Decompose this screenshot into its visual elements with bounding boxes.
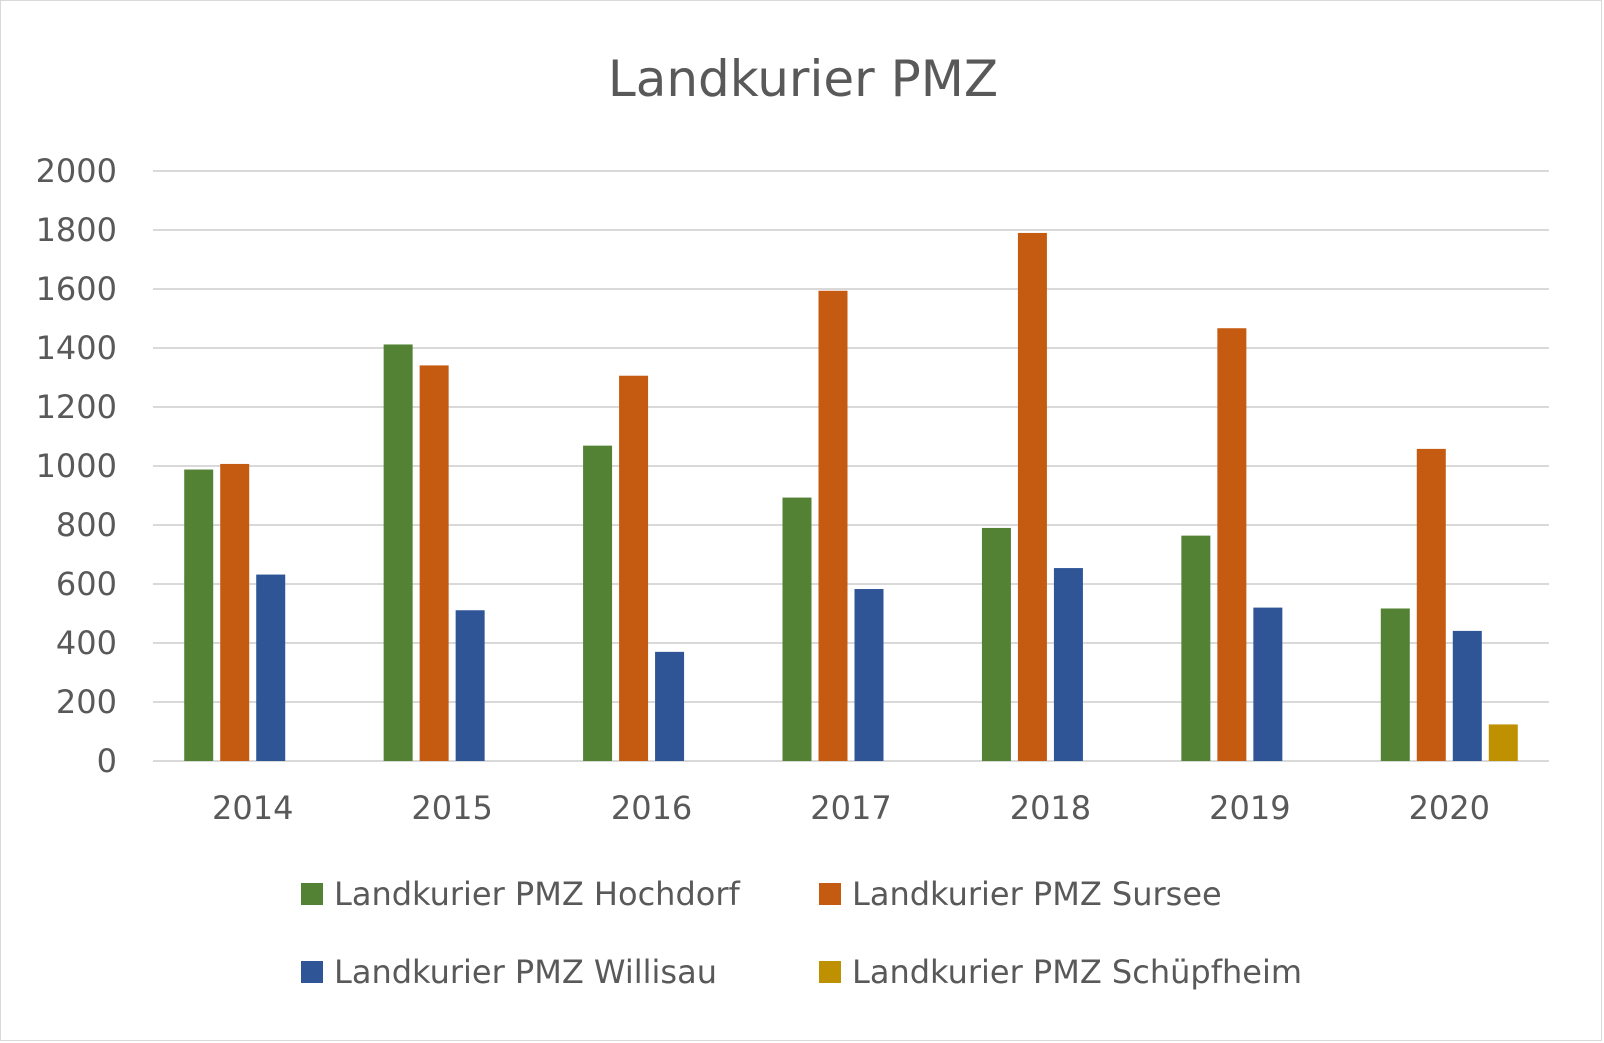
x-axis-ticks: 2014 2015 2016 2017 2018 2019 2020 — [212, 789, 1490, 827]
y-tick-label: 1600 — [36, 270, 117, 308]
bars — [184, 232, 1518, 761]
x-tick-label: 2020 — [1409, 789, 1490, 827]
bar-landkurier-pmz-willisau-2016 — [655, 651, 685, 761]
y-tick-label: 800 — [56, 506, 117, 544]
legend-swatch — [301, 883, 323, 905]
x-tick-label: 2014 — [212, 789, 293, 827]
x-tick-label: 2015 — [411, 789, 492, 827]
x-tick-label: 2019 — [1209, 789, 1290, 827]
bar-landkurier-pmz-willisau-2015 — [455, 610, 485, 761]
bar-landkurier-pmz-hochdorf-2016 — [583, 445, 613, 761]
bar-landkurier-pmz-willisau-2018 — [1053, 568, 1083, 761]
bar-landkurier-pmz-schüpfheim-2020 — [1488, 724, 1518, 761]
bar-landkurier-pmz-sursee-2014 — [220, 463, 250, 761]
legend-swatch — [819, 883, 841, 905]
bar-landkurier-pmz-willisau-2020 — [1452, 630, 1482, 761]
y-tick-label: 0 — [97, 742, 117, 780]
bar-landkurier-pmz-hochdorf-2014 — [184, 469, 214, 761]
bar-landkurier-pmz-willisau-2017 — [854, 589, 884, 761]
bar-landkurier-pmz-willisau-2019 — [1253, 607, 1283, 761]
y-tick-label: 2000 — [36, 152, 117, 190]
y-tick-label: 1800 — [36, 211, 117, 249]
bar-landkurier-pmz-sursee-2015 — [419, 365, 449, 761]
y-tick-label: 1400 — [36, 329, 117, 367]
x-tick-label: 2016 — [611, 789, 692, 827]
x-tick-label: 2018 — [1010, 789, 1091, 827]
legend-label: Landkurier PMZ Schüpfheim — [852, 953, 1302, 991]
y-tick-label: 1000 — [36, 447, 117, 485]
legend-swatch — [301, 961, 323, 983]
gridlines — [153, 170, 1549, 762]
bar-landkurier-pmz-hochdorf-2020 — [1380, 608, 1410, 761]
legend-label: Landkurier PMZ Willisau — [334, 953, 717, 991]
bar-landkurier-pmz-hochdorf-2015 — [383, 344, 413, 761]
bar-landkurier-pmz-sursee-2018 — [1017, 232, 1047, 761]
bar-landkurier-pmz-hochdorf-2017 — [782, 497, 812, 761]
y-tick-label: 600 — [56, 565, 117, 603]
y-tick-label: 200 — [56, 683, 117, 721]
legend-swatch — [819, 961, 841, 983]
legend-label: Landkurier PMZ Sursee — [852, 875, 1222, 913]
bar-landkurier-pmz-sursee-2020 — [1416, 448, 1446, 761]
bar-landkurier-pmz-sursee-2019 — [1217, 328, 1247, 761]
bar-landkurier-pmz-sursee-2016 — [619, 375, 649, 761]
bar-landkurier-pmz-willisau-2014 — [256, 574, 286, 761]
y-tick-label: 400 — [56, 624, 117, 662]
x-tick-label: 2017 — [810, 789, 891, 827]
chart-title: Landkurier PMZ — [608, 50, 998, 108]
y-axis-ticks: 0 200 400 600 800 1000 1200 1400 1600 1800 2000 — [36, 152, 117, 780]
legend: Landkurier PMZ Hochdorf Landkurier PMZ Su… — [301, 875, 1302, 991]
bar-landkurier-pmz-sursee-2017 — [818, 290, 848, 761]
bar-landkurier-pmz-hochdorf-2018 — [981, 527, 1011, 761]
bar-landkurier-pmz-hochdorf-2019 — [1181, 535, 1211, 761]
y-tick-label: 1200 — [36, 388, 117, 426]
legend-label: Landkurier PMZ Hochdorf — [334, 875, 740, 913]
